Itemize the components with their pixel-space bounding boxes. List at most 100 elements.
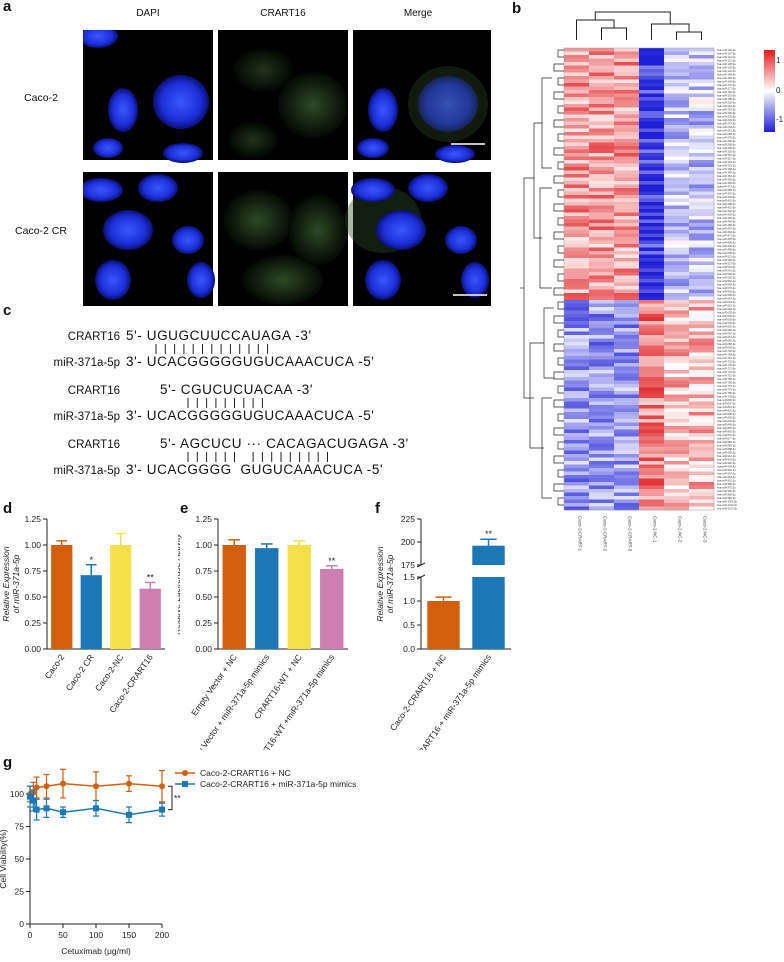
heatmap-cell (589, 450, 614, 455)
heatmap-cell (564, 370, 589, 374)
heatmap-cell (689, 345, 714, 350)
heatmap-cell (614, 408, 639, 413)
heatmap-cell (614, 209, 639, 213)
y-tick-label: 0.75 (24, 566, 41, 576)
heatmap-cell (639, 230, 664, 234)
heatmap-cell (589, 478, 614, 483)
legend-tick: 1 (776, 56, 781, 65)
heatmap-cell (639, 72, 664, 77)
heatmap-cell (589, 139, 614, 143)
x-tick-label: Caco-2 (42, 652, 66, 680)
heatmap-cell (639, 296, 664, 301)
row-label: hsa-miR-205-5p (717, 101, 736, 105)
heatmap-cell (664, 174, 689, 178)
heatmap-cell (664, 405, 689, 409)
heatmap-cell (689, 321, 714, 325)
heatmap-cell (639, 373, 664, 378)
heatmap-cell (614, 370, 639, 374)
heatmap-cell (664, 408, 689, 413)
heatmap-cell (614, 240, 639, 245)
heatmap-cell (589, 394, 614, 399)
y-axis-label: Relative Luciferase Activity (178, 533, 182, 635)
row-label: hsa-miR-296-3p (717, 146, 736, 150)
heatmap-cell (689, 240, 714, 245)
heatmap-cell (564, 226, 589, 231)
heatmap-cell (664, 282, 689, 287)
row-label: hsa-miR-667-5p (717, 332, 736, 336)
image-caco2-cr-crart16 (218, 172, 348, 306)
heatmap-cell (589, 401, 614, 406)
heatmap-cell (564, 314, 589, 318)
heatmap-cell (639, 198, 664, 203)
significance-mark: ** (147, 572, 155, 582)
row-label: hsa-miR-597-5p (717, 297, 736, 301)
seq3-mir-name: miR-371a-5p (53, 465, 120, 477)
heatmap-cell (614, 188, 639, 192)
heatmap-cell (614, 345, 639, 350)
heatmap-cell (564, 457, 589, 462)
heatmap-cell (639, 181, 664, 185)
dendro-branch (553, 343, 564, 352)
heatmap-cell (589, 482, 614, 486)
heatmap-cell (564, 335, 589, 339)
row-label: hsa-miR-800-3p (717, 398, 736, 402)
row-label: hsa-miR-968-3p (717, 482, 736, 486)
heatmap-cell (689, 153, 714, 157)
heatmap-cell (564, 377, 589, 381)
dendro-branch (553, 119, 564, 128)
heatmap-cell (639, 188, 664, 192)
heatmap-cell (589, 303, 614, 308)
heatmap-cell (664, 230, 689, 234)
row-label: hsa-miR-163-5p (717, 80, 736, 84)
heatmap-cell (614, 468, 639, 472)
heatmap-cell (689, 167, 714, 171)
row-label: hsa-miR-184-3p (717, 90, 736, 94)
row-label: hsa-miR-695-5p (717, 346, 736, 350)
heatmap-cell (639, 258, 664, 262)
heatmap-cell (589, 247, 614, 252)
row-label: hsa-miR-142-3p (717, 69, 736, 73)
heatmap-cell (689, 114, 714, 119)
heatmap-cell (614, 496, 639, 500)
heatmap-cell (664, 272, 689, 276)
heatmap-cell (614, 286, 639, 290)
heatmap-cell (589, 359, 614, 364)
dendro-branch (557, 133, 564, 142)
seq3-rna-name: CRART16 (67, 439, 120, 451)
row-label: hsa-miR-415-5p (717, 206, 736, 210)
heatmap-cell (664, 296, 689, 301)
row-label: hsa-miR-156-3p (717, 76, 736, 80)
heatmap-cell (639, 223, 664, 227)
heatmap-cell (564, 230, 589, 234)
heatmap-cell (614, 398, 639, 402)
row-label: hsa-miR-1003-5p (717, 500, 738, 504)
heatmap-cell (564, 373, 589, 378)
chart-g: 0 25 50 75 100 0 50 100 150 200 Cetuximab (μg/ml) C… (0, 768, 356, 956)
row-label: hsa-miR-576-3p (717, 286, 736, 290)
heatmap-cell (639, 366, 664, 371)
heatmap-cell (639, 167, 664, 171)
heatmap-cell (639, 471, 664, 476)
heatmap-cell (614, 198, 639, 203)
y-tick-label: 0.5 (403, 620, 415, 630)
row-label: hsa-miR-289-5p (717, 143, 736, 147)
heatmap-cell (664, 447, 689, 451)
heatmap-cell (639, 51, 664, 56)
heatmap-cell (564, 461, 589, 465)
dendro-branch (553, 231, 564, 240)
heatmap-cell (564, 345, 589, 350)
heatmap-cell (564, 156, 589, 161)
row-label: hsa-miR-135-5p (717, 66, 736, 70)
heatmap-cell (564, 443, 589, 448)
heatmap-cell (614, 429, 639, 434)
heatmap-cell (614, 401, 639, 406)
heatmap-cell (564, 223, 589, 227)
heatmap-cell (564, 412, 589, 416)
heatmap-cell (564, 503, 589, 507)
heatmap-cell (589, 174, 614, 178)
row-label: hsa-miR-471-5p (717, 234, 736, 238)
heatmap-cell (664, 114, 689, 119)
heatmap-cell (689, 314, 714, 318)
heatmap-cell (639, 282, 664, 287)
heatmap-cell (689, 184, 714, 189)
